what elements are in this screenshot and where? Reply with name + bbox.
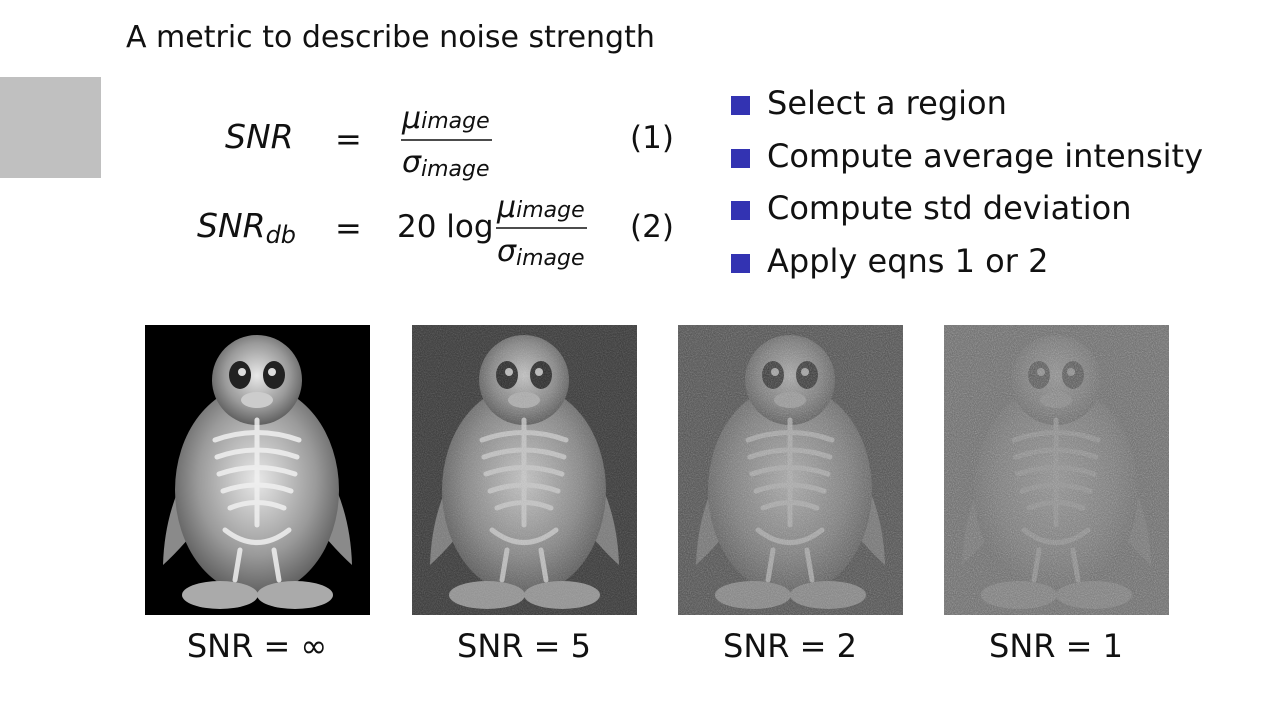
eq-relation: = [335,120,362,158]
eq-lhs: SNRdb [197,206,296,249]
bullet-text: Compute std deviation [767,189,1132,227]
sidebar-block [0,77,101,178]
eq-numerator: μimage [401,101,490,136]
bullet-text: Select a region [767,84,1007,122]
bullet-text: Compute average intensity [767,137,1203,175]
image-caption: SNR = 2 [723,627,857,665]
image-panel [944,325,1169,615]
image-caption: SNR = ∞ [187,627,327,665]
bullet-marker [731,254,750,273]
image-panel [412,325,637,615]
bullet-marker [731,149,750,168]
bullet-marker [731,96,750,115]
bullet-text: Apply eqns 1 or 2 [767,242,1048,280]
eq-number: (1) [630,120,674,156]
bullet-list: Select a region Compute average intensit… [731,84,1203,280]
eq-prefix: 20 log [397,209,494,245]
slide-title: A metric to describe noise strength [126,20,655,55]
image-caption: SNR = 5 [457,627,591,665]
image-panel [145,325,370,615]
eq-denominator: σimage [497,234,585,271]
bullet-marker [731,201,750,220]
eq-relation: = [335,209,362,247]
eq-number: (2) [630,209,674,245]
image-panel [678,325,903,615]
eq-lhs: SNR [225,117,294,156]
image-caption: SNR = 1 [989,627,1123,665]
eq-numerator: μimage [496,190,585,225]
eq-denominator: σimage [402,145,490,182]
